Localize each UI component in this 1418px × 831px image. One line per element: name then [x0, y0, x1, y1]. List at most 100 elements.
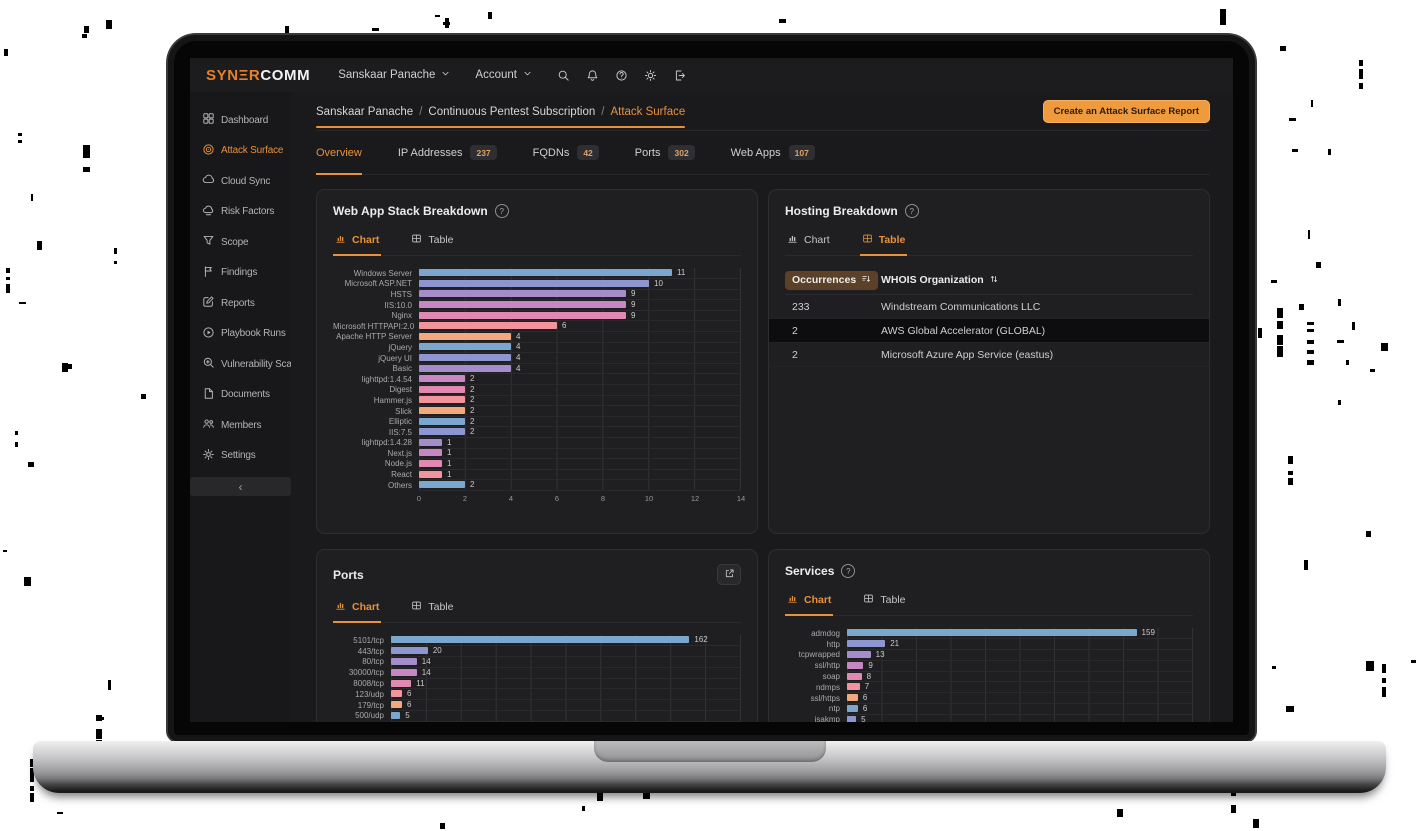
view-tab-table[interactable]: Table: [409, 228, 455, 255]
tab-label: Ports: [634, 146, 661, 159]
theme-sun-icon[interactable]: [644, 69, 657, 82]
tab-ports[interactable]: Ports 302: [635, 131, 695, 174]
search-icon[interactable]: [557, 69, 570, 82]
sidebar-item-attack-surface[interactable]: Attack Surface: [190, 136, 291, 167]
bar[interactable]: [419, 279, 649, 287]
bar[interactable]: [847, 683, 860, 691]
bar[interactable]: [391, 711, 401, 719]
bar[interactable]: [847, 694, 858, 702]
bar[interactable]: [847, 629, 1137, 637]
bar-value: 1: [447, 458, 452, 468]
sidebar-item-scope[interactable]: Scope: [190, 227, 291, 258]
bar[interactable]: [419, 375, 465, 383]
logout-icon[interactable]: [673, 69, 686, 82]
column-header-occurrences[interactable]: Occurrences: [785, 270, 881, 290]
bar[interactable]: [391, 668, 417, 676]
bar[interactable]: [419, 385, 465, 393]
bar[interactable]: [847, 640, 886, 648]
view-tab-table[interactable]: Table: [859, 228, 908, 256]
sidebar-item-members[interactable]: Members: [190, 410, 291, 441]
sidebar-item-findings[interactable]: Findings: [190, 258, 291, 289]
breadcrumb-item-sanskaar-panache[interactable]: Sanskaar Panache: [316, 105, 414, 118]
create-report-button[interactable]: Create an Attack Surface Report: [1042, 99, 1210, 123]
sidebar-item-playbook-runs[interactable]: Playbook Runs: [190, 319, 291, 350]
bar-track: 10: [419, 278, 741, 290]
tab-web-apps[interactable]: Web Apps 107: [731, 131, 815, 174]
bar-value: 2: [470, 427, 475, 437]
tab-count-badge: 42: [577, 145, 599, 160]
table-row[interactable]: 233 Windstream Communications LLC: [769, 295, 1209, 319]
tab-overview[interactable]: Overview: [316, 131, 362, 175]
chart-row-443-tcp: 443/tcp 20: [333, 646, 741, 658]
bar[interactable]: [419, 269, 672, 277]
bar[interactable]: [419, 470, 442, 478]
bar[interactable]: [391, 679, 412, 687]
tab-ip-addresses[interactable]: IP Addresses 237: [398, 131, 497, 174]
bar[interactable]: [391, 636, 690, 644]
account-menu[interactable]: Account: [475, 68, 533, 82]
sidebar-item-risk-factors[interactable]: Risk Factors: [190, 197, 291, 228]
sidebar-item-settings[interactable]: Settings: [190, 441, 291, 472]
view-tab-table[interactable]: Table: [409, 595, 455, 622]
bar[interactable]: [419, 354, 511, 362]
bar[interactable]: [419, 459, 442, 467]
scope-icon: [202, 234, 215, 250]
breadcrumb-item-continuous-pentest-subscription[interactable]: Continuous Pentest Subscription: [428, 105, 596, 118]
bar[interactable]: [847, 661, 864, 669]
view-tab-table[interactable]: Table: [861, 588, 907, 615]
bar[interactable]: [847, 704, 858, 712]
external-link-button[interactable]: [717, 564, 741, 585]
table-row[interactable]: 2 Microsoft Azure App Service (eastus): [769, 343, 1209, 367]
breadcrumb-separator: /: [419, 105, 423, 118]
sidebar-item-vulnerability-scans[interactable]: Vulnerability Scans: [190, 349, 302, 380]
bar[interactable]: [419, 417, 465, 425]
view-tab-chart[interactable]: Chart: [333, 595, 382, 623]
chart-row-soap: soap 8: [785, 671, 1193, 683]
bar[interactable]: [391, 657, 417, 665]
bar-value: 2: [470, 480, 475, 490]
bar[interactable]: [391, 647, 428, 655]
view-tab-chart[interactable]: Chart: [333, 228, 382, 256]
help-icon[interactable]: [841, 564, 856, 578]
table-row[interactable]: 2 AWS Global Accelerator (GLOBAL): [769, 319, 1209, 343]
bar[interactable]: [419, 438, 442, 446]
bar[interactable]: [419, 343, 511, 351]
bar[interactable]: [419, 301, 626, 309]
bar[interactable]: [391, 690, 403, 698]
bar[interactable]: [847, 715, 857, 722]
bar[interactable]: [419, 311, 626, 319]
help-icon[interactable]: [494, 204, 509, 218]
help-circle-icon[interactable]: [615, 69, 628, 82]
bar[interactable]: [419, 396, 465, 404]
org-selector[interactable]: Sanskaar Panache: [338, 68, 451, 82]
notifications-bell-icon[interactable]: [586, 69, 599, 82]
bar-label: jQuery UI: [378, 353, 412, 363]
bar[interactable]: [419, 322, 557, 330]
bar[interactable]: [419, 364, 511, 372]
bar[interactable]: [419, 449, 442, 457]
bar[interactable]: [419, 290, 626, 298]
hosting-table: Occurrences WHOIS Organization: [769, 266, 1209, 367]
bar[interactable]: [419, 407, 465, 415]
sidebar-item-documents[interactable]: Documents: [190, 380, 291, 411]
view-tab-chart[interactable]: Chart: [785, 588, 834, 616]
bar[interactable]: [419, 428, 465, 436]
bar[interactable]: [419, 481, 465, 489]
breadcrumb: Sanskaar Panache / Continuous Pentest Subs…: [316, 95, 686, 128]
bar[interactable]: [847, 650, 871, 658]
help-icon[interactable]: [904, 204, 919, 218]
view-tab-label: Chart: [352, 601, 380, 613]
tab-fqdns[interactable]: FQDNs 42: [533, 131, 599, 174]
bar[interactable]: [847, 672, 862, 680]
sidebar-item-label: Vulnerability Scans: [221, 358, 302, 370]
bar-track: 5: [847, 714, 1193, 722]
view-tab-chart[interactable]: Chart: [785, 228, 832, 255]
bar[interactable]: [391, 701, 403, 709]
sidebar-item-cloud-sync[interactable]: Cloud Sync: [190, 166, 291, 197]
bar-value: 6: [562, 321, 567, 331]
sidebar-item-dashboard[interactable]: Dashboard: [190, 105, 291, 136]
sidebar-item-reports[interactable]: Reports: [190, 288, 291, 319]
bar[interactable]: [419, 332, 511, 340]
sidebar-collapse-button[interactable]: ‹: [190, 477, 291, 496]
column-header-whois-organization[interactable]: WHOIS Organization: [881, 274, 999, 287]
